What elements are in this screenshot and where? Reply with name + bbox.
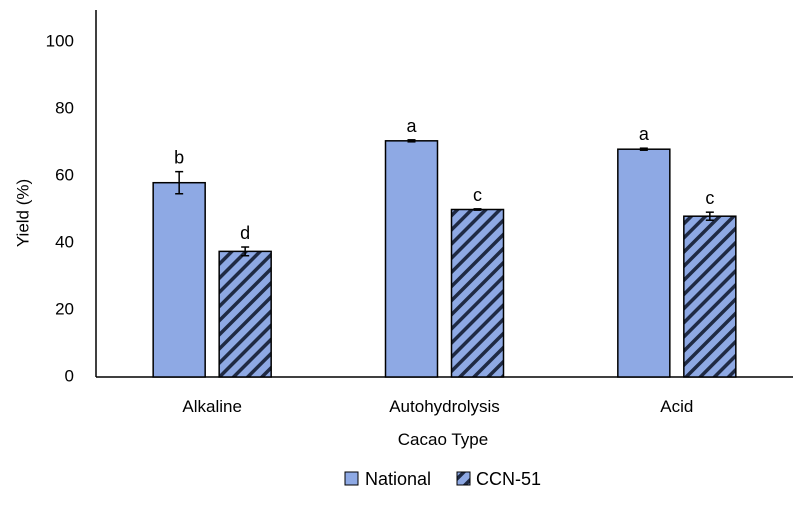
bar-national-autohydrolysis (384, 140, 439, 378)
x-axis-title: Cacao Type (398, 430, 488, 449)
y-tick-label: 100 (46, 31, 74, 50)
y-tick-label: 60 (55, 165, 74, 184)
y-tick-label: 40 (55, 232, 74, 251)
x-tick-label: Acid (660, 397, 693, 416)
bar-national-acid (617, 148, 671, 378)
bar-ccn-51-acid (683, 215, 737, 378)
legend: National CCN-51 (344, 469, 541, 489)
significance-label: b (174, 148, 184, 168)
legend-swatch-ccn51 (456, 471, 471, 486)
significance-label: c (705, 188, 714, 208)
legend-swatch-national (344, 471, 359, 486)
x-tick-label: Autohydrolysis (389, 397, 500, 416)
x-tick-label: Alkaline (182, 397, 242, 416)
legend-label-ccn51: CCN-51 (476, 469, 541, 489)
y-tick-label: 20 (55, 299, 74, 318)
y-tick-label: 0 (65, 366, 74, 385)
y-tick-label: 80 (55, 98, 74, 117)
significance-label: a (406, 116, 417, 136)
y-axis-title: Yield (%) (13, 179, 32, 247)
legend-label-national: National (365, 469, 431, 489)
significance-label: a (639, 124, 650, 144)
bar-ccn-51-autohydrolysis (450, 208, 505, 378)
bar-national-alkaline (152, 181, 206, 378)
bar-ccn-51-alkaline (218, 250, 272, 378)
significance-label: d (240, 223, 250, 243)
significance-label: c (473, 185, 482, 205)
